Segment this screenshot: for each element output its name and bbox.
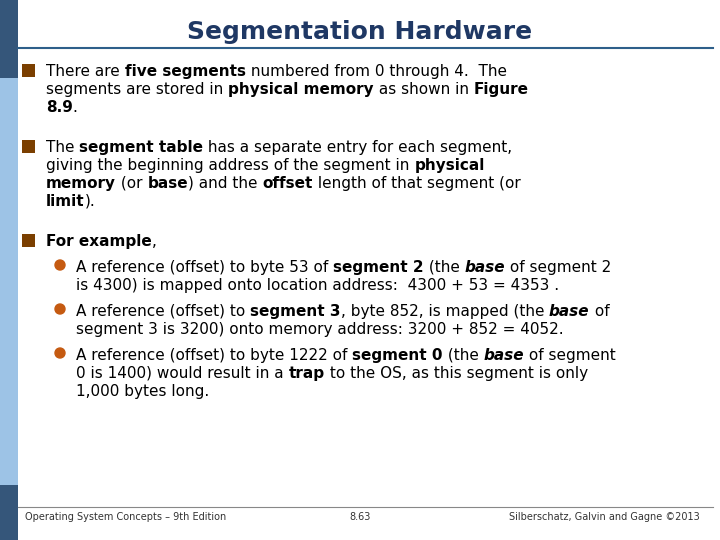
Text: base: base — [148, 176, 188, 191]
Text: Silberschatz, Galvin and Gagne ©2013: Silberschatz, Galvin and Gagne ©2013 — [509, 512, 700, 522]
Text: giving the beginning address of the segment in: giving the beginning address of the segm… — [46, 158, 414, 173]
Text: trap: trap — [289, 366, 325, 381]
Bar — [22, 234, 35, 247]
Text: length of that segment (or: length of that segment (or — [312, 176, 521, 191]
Text: of: of — [590, 304, 609, 319]
Text: Figure: Figure — [474, 82, 528, 97]
Bar — [22, 64, 35, 77]
Text: A reference (offset) to: A reference (offset) to — [76, 304, 250, 319]
Text: 0 is 1400) would result in a: 0 is 1400) would result in a — [76, 366, 289, 381]
Text: segment table: segment table — [79, 140, 203, 155]
Bar — [0, 78, 18, 485]
Text: 1,000 bytes long.: 1,000 bytes long. — [76, 384, 210, 399]
Text: has a separate entry for each segment,: has a separate entry for each segment, — [203, 140, 513, 155]
Text: base: base — [549, 304, 590, 319]
Text: five segments: five segments — [125, 64, 246, 79]
Text: ) and the: ) and the — [188, 176, 262, 191]
Text: offset: offset — [262, 176, 312, 191]
Text: numbered from 0 through 4.  The: numbered from 0 through 4. The — [246, 64, 507, 79]
Text: limit: limit — [46, 194, 85, 209]
Text: ).: ). — [85, 194, 95, 209]
Text: Segmentation Hardware: Segmentation Hardware — [187, 20, 533, 44]
Text: of segment: of segment — [524, 348, 616, 363]
Text: For example: For example — [46, 234, 152, 249]
Text: 8.9: 8.9 — [46, 100, 73, 115]
Text: to the OS, as this segment is only: to the OS, as this segment is only — [325, 366, 588, 381]
Text: The: The — [46, 140, 79, 155]
Text: 8.63: 8.63 — [349, 512, 371, 522]
Text: physical: physical — [414, 158, 485, 173]
Text: , byte 852, is mapped (the: , byte 852, is mapped (the — [341, 304, 549, 319]
Text: .: . — [73, 100, 78, 115]
Text: base: base — [464, 260, 505, 275]
Bar — [0, 485, 18, 540]
Text: (the: (the — [443, 348, 484, 363]
Circle shape — [55, 304, 65, 314]
Text: segment 3: segment 3 — [250, 304, 341, 319]
Circle shape — [55, 260, 65, 270]
Text: segments are stored in: segments are stored in — [46, 82, 228, 97]
Text: physical memory: physical memory — [228, 82, 374, 97]
Text: segment 2: segment 2 — [333, 260, 424, 275]
Circle shape — [55, 348, 65, 358]
Text: A reference (offset) to byte 53 of: A reference (offset) to byte 53 of — [76, 260, 333, 275]
Text: is 4300) is mapped onto location address:  4300 + 53 = 4353 .: is 4300) is mapped onto location address… — [76, 278, 559, 293]
Text: A reference (offset) to byte 1222 of: A reference (offset) to byte 1222 of — [76, 348, 352, 363]
Text: (or: (or — [116, 176, 148, 191]
Text: base: base — [484, 348, 524, 363]
Text: (the: (the — [424, 260, 464, 275]
Bar — [0, 0, 18, 78]
Text: segment 3 is 3200) onto memory address: 3200 + 852 = 4052.: segment 3 is 3200) onto memory address: … — [76, 322, 564, 337]
Text: of segment 2: of segment 2 — [505, 260, 611, 275]
Text: Operating System Concepts – 9th Edition: Operating System Concepts – 9th Edition — [25, 512, 226, 522]
Text: ,: , — [152, 234, 157, 249]
Text: There are: There are — [46, 64, 125, 79]
Text: segment 0: segment 0 — [352, 348, 443, 363]
Bar — [22, 140, 35, 153]
Text: as shown in: as shown in — [374, 82, 474, 97]
Text: memory: memory — [46, 176, 116, 191]
